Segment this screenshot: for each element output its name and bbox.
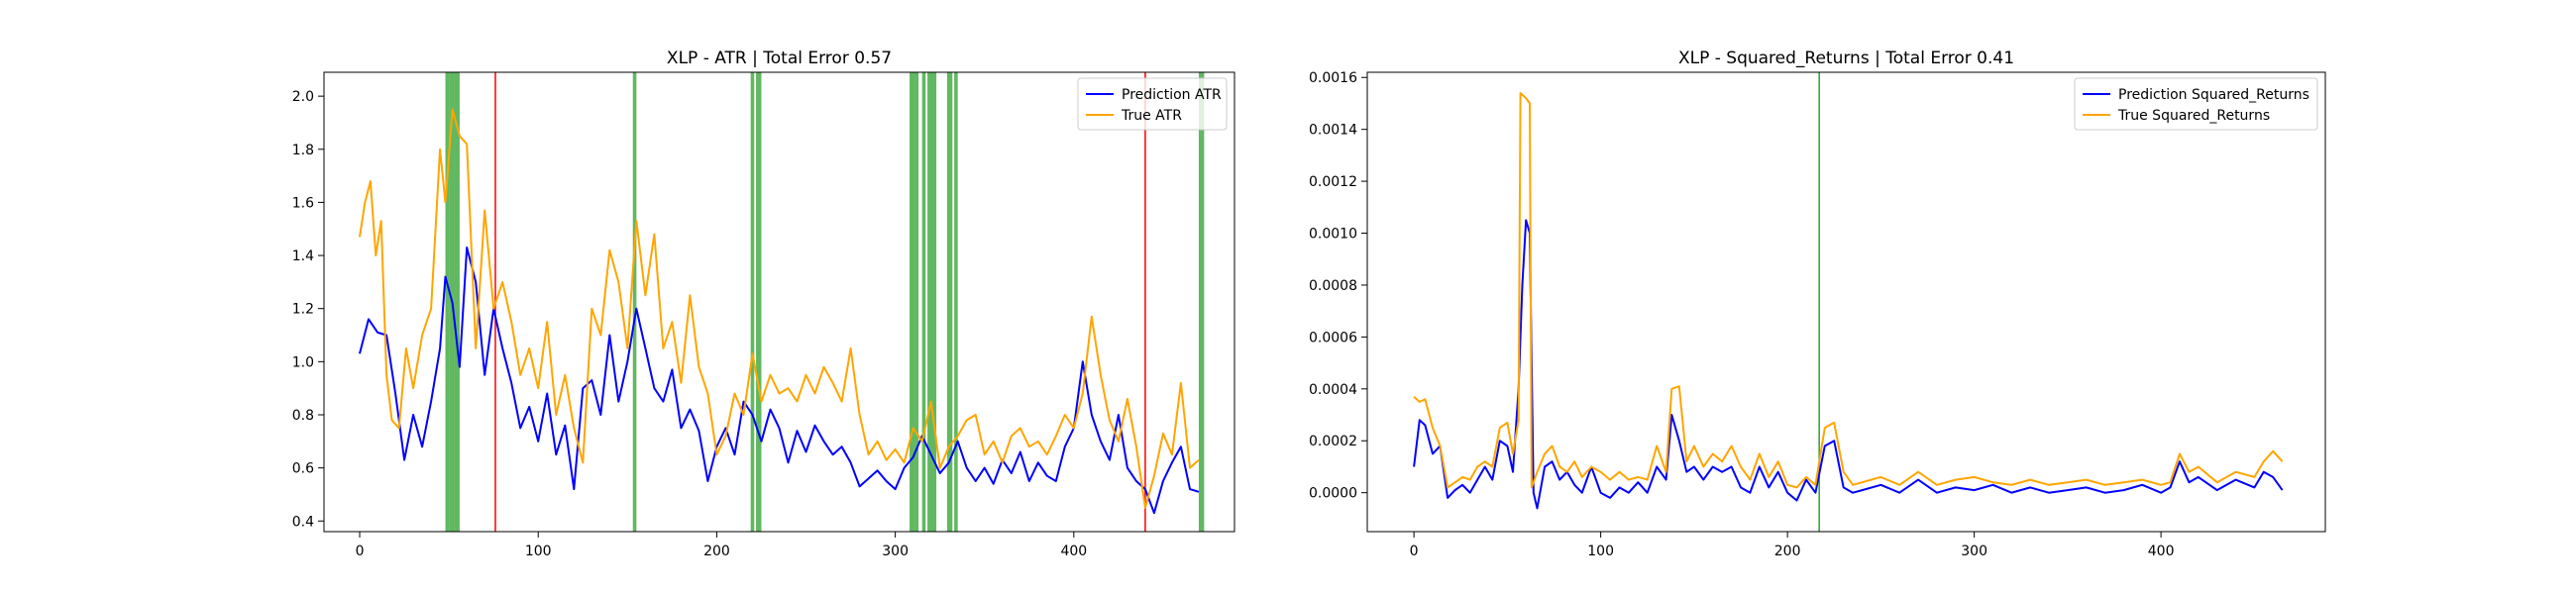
x-tick-label-0: 0 bbox=[356, 544, 365, 559]
series-line-prediction bbox=[1413, 219, 2284, 510]
y-tick-label-6: 1.6 bbox=[292, 195, 314, 211]
green-band-0 bbox=[445, 72, 450, 532]
green-band-5 bbox=[756, 72, 762, 532]
x-tick-label-4: 400 bbox=[1060, 544, 1087, 559]
green-band-7 bbox=[914, 72, 919, 532]
y-tick-label-0: 0.0000 bbox=[1309, 486, 1357, 502]
y-tick-label-1: 0.0002 bbox=[1309, 434, 1357, 449]
y-tick-label-6: 0.0012 bbox=[1309, 174, 1357, 190]
chart-2: 0 100 200 300 400 0.0000 0.0002 0.0004 0.0006 0.0… bbox=[1309, 49, 2326, 559]
chart-title: XLP - Squared_Returns | Total Error 0.41 bbox=[1678, 49, 2014, 68]
green-band-8 bbox=[921, 72, 926, 532]
x-tick-label-1: 100 bbox=[525, 544, 552, 559]
legend-label-1: True Squared_Returns bbox=[2117, 108, 2270, 124]
y-tick-label-3: 0.0006 bbox=[1309, 330, 1357, 346]
green-band-3 bbox=[632, 72, 637, 532]
legend: Prediction Squared_Returns True Squared_R… bbox=[2074, 77, 2318, 131]
chart-title: XLP - ATR | Total Error 0.57 bbox=[667, 49, 892, 68]
axes-frame bbox=[323, 71, 1235, 533]
chart-1: 0 100 200 300 400 0.4 0.6 0.8 1.0 1.2 1.4 1.6 1.8 2.0… bbox=[292, 49, 1235, 559]
legend-label-1: True ATR bbox=[1121, 108, 1182, 124]
series-line-true bbox=[359, 108, 1200, 509]
y-tick-label-2: 0.8 bbox=[292, 408, 314, 424]
green-band-11 bbox=[954, 72, 958, 532]
x-tick-label-2: 200 bbox=[1774, 544, 1801, 559]
y-tick-label-3: 1.0 bbox=[292, 354, 314, 370]
green-band-4 bbox=[750, 72, 755, 532]
green-band-12 bbox=[1198, 72, 1205, 532]
y-tick-label-7: 1.8 bbox=[292, 143, 314, 158]
x-tick-label-3: 300 bbox=[1961, 544, 1987, 559]
green-band-9 bbox=[927, 72, 937, 532]
y-tick-label-2: 0.0004 bbox=[1309, 382, 1357, 398]
y-tick-label-0: 0.4 bbox=[292, 514, 314, 530]
legend-box bbox=[2074, 77, 2318, 131]
axes-frame bbox=[1366, 71, 2326, 533]
plot-area bbox=[1413, 72, 2284, 532]
series-line-true bbox=[1413, 92, 2284, 489]
y-tick-label-4: 1.2 bbox=[292, 302, 314, 318]
y-tick-label-8: 2.0 bbox=[292, 89, 314, 105]
green-band-10 bbox=[946, 72, 953, 532]
x-tick-label-1: 100 bbox=[1587, 544, 1614, 559]
y-tick-label-5: 0.0010 bbox=[1309, 227, 1357, 243]
y-tick-label-5: 1.4 bbox=[292, 248, 314, 264]
x-tick-label-2: 200 bbox=[703, 544, 730, 559]
legend-label-0: Prediction ATR bbox=[1122, 87, 1222, 103]
green-band-6 bbox=[910, 72, 915, 532]
y-tick-label-4: 0.0008 bbox=[1309, 278, 1357, 294]
legend-box bbox=[1077, 77, 1228, 131]
legend: Prediction ATR True ATR bbox=[1077, 77, 1228, 131]
y-tick-label-8: 0.0016 bbox=[1309, 70, 1357, 86]
x-tick-label-4: 400 bbox=[2148, 544, 2175, 559]
legend-label-0: Prediction Squared_Returns bbox=[2118, 87, 2309, 103]
series-line-prediction bbox=[359, 247, 1200, 515]
x-tick-label-3: 300 bbox=[882, 544, 909, 559]
y-tick-label-7: 0.0014 bbox=[1309, 123, 1357, 139]
green-band-2 bbox=[454, 72, 460, 532]
x-tick-label-0: 0 bbox=[1410, 544, 1419, 559]
plot-area bbox=[359, 72, 1205, 532]
y-tick-label-1: 0.6 bbox=[292, 461, 314, 477]
